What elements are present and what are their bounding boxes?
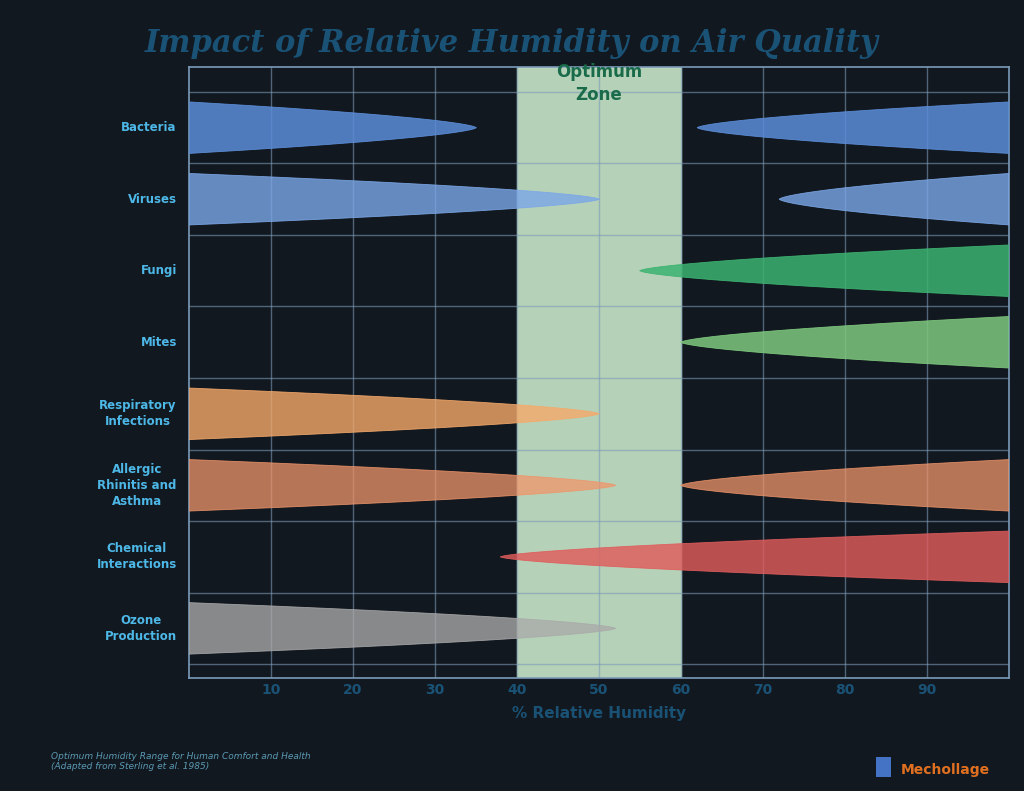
Text: Optimum Humidity Range for Human Comfort and Health
(Adapted from Sterling et al: Optimum Humidity Range for Human Comfort… — [51, 751, 311, 771]
Polygon shape — [189, 603, 615, 654]
Text: Viruses: Viruses — [128, 193, 177, 206]
Polygon shape — [189, 460, 615, 511]
Bar — [517, 67, 681, 679]
Text: Bacteria: Bacteria — [121, 121, 177, 134]
Text: Ozone
Production: Ozone Production — [104, 614, 177, 643]
Polygon shape — [640, 245, 1009, 297]
Polygon shape — [779, 173, 1009, 225]
Polygon shape — [697, 102, 1009, 153]
Text: Mites: Mites — [140, 335, 177, 349]
Text: Chemical
Interactions: Chemical Interactions — [96, 543, 177, 571]
Polygon shape — [501, 531, 1009, 583]
Polygon shape — [681, 460, 1009, 511]
Text: Fungi: Fungi — [140, 264, 177, 277]
Text: Allergic
Rhinitis and
Asthma: Allergic Rhinitis and Asthma — [97, 463, 177, 508]
Polygon shape — [189, 173, 599, 225]
Text: Mechollage: Mechollage — [901, 763, 990, 777]
Text: Respiratory
Infections: Respiratory Infections — [99, 399, 177, 428]
Text: Optimum
Zone: Optimum Zone — [556, 62, 642, 104]
Polygon shape — [189, 388, 599, 440]
Polygon shape — [189, 102, 476, 153]
Text: Impact of Relative Humidity on Air Quality: Impact of Relative Humidity on Air Quali… — [145, 28, 879, 59]
Polygon shape — [681, 316, 1009, 368]
X-axis label: % Relative Humidity: % Relative Humidity — [512, 706, 686, 721]
